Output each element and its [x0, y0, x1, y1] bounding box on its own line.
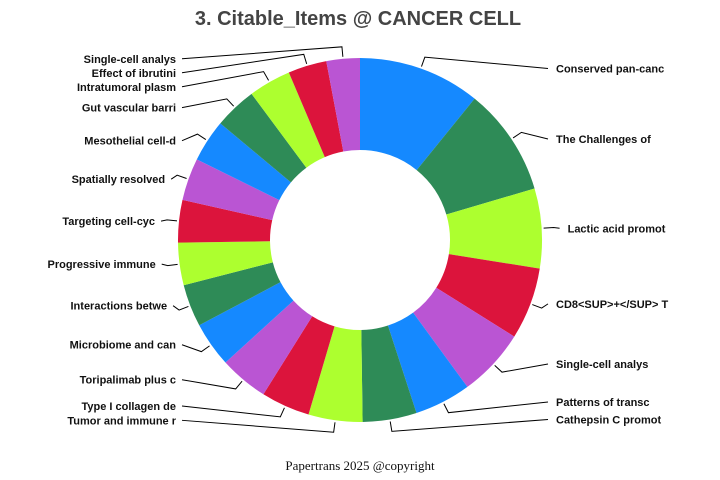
- donut-slice: [177, 199, 273, 243]
- leader-line: [170, 174, 187, 180]
- footer-copyright: Papertrans 2025 @copyright: [285, 458, 435, 473]
- slice-label: Type I collagen de: [81, 401, 176, 413]
- leader-lines-group: [160, 46, 560, 433]
- slice-label: Effect of ibrutini: [92, 68, 176, 80]
- slice-label: Intratumoral plasm: [77, 82, 176, 94]
- leader-line: [181, 46, 344, 60]
- slice-label: Lactic acid promot: [568, 223, 666, 235]
- leader-line: [181, 53, 308, 74]
- leader-line: [494, 363, 549, 373]
- leader-line: [512, 131, 549, 140]
- donut-slice: [446, 188, 543, 269]
- slice-label: Progressive immune: [47, 259, 155, 271]
- leader-line: [181, 344, 210, 353]
- slices-group: [177, 58, 543, 422]
- donut-slice: [220, 93, 307, 183]
- slice-label: Targeting cell-cyc: [62, 216, 155, 228]
- donut-slice: [361, 325, 417, 422]
- donut-slice: [436, 254, 540, 337]
- donut-slice: [326, 58, 360, 152]
- donut-slice: [360, 58, 475, 171]
- donut-slice: [178, 241, 273, 286]
- donut-slice: [387, 312, 468, 414]
- donut-slice: [183, 262, 281, 326]
- donut-slice: [225, 300, 313, 395]
- donut-slice: [308, 326, 363, 422]
- donut-slice: [182, 159, 280, 221]
- leader-line: [181, 98, 235, 109]
- slice-label: Spatially resolved: [72, 174, 166, 186]
- chart-title: 3. Citable_Items @ CANCER CELL: [195, 8, 521, 30]
- leader-line: [181, 419, 336, 433]
- slice-label: Microbiome and can: [70, 340, 177, 352]
- leader-line: [181, 71, 270, 88]
- leader-line: [389, 419, 549, 432]
- slice-label: Cathepsin C promot: [556, 415, 661, 427]
- donut-slice: [263, 316, 335, 415]
- donut-slice: [196, 123, 291, 201]
- leader-line: [181, 133, 207, 142]
- leader-line: [421, 56, 549, 69]
- leader-line: [161, 263, 178, 267]
- slice-label: CD8<SUP>+</SUP> T: [556, 299, 668, 311]
- slice-label: Mesothelial cell-d: [84, 136, 176, 148]
- leader-line: [160, 219, 178, 222]
- slice-label: Patterns of transc: [556, 397, 650, 409]
- leader-line: [172, 305, 189, 311]
- slice-label: Single-cell analys: [84, 54, 176, 66]
- donut-slice: [199, 282, 294, 363]
- slice-labels-group: Conserved pan-canc The Challenges of Lacti…: [47, 54, 668, 428]
- slice-label: Conserved pan-canc: [556, 63, 664, 75]
- leader-line: [532, 303, 549, 309]
- donut-slice: [288, 61, 344, 158]
- donut-slice: [251, 72, 325, 168]
- donut-slice: [413, 287, 515, 387]
- leader-line: [181, 379, 243, 390]
- donut-slice: [416, 98, 535, 215]
- slice-label: The Challenges of: [556, 134, 651, 146]
- slice-label: Toripalimab plus c: [80, 375, 176, 387]
- slice-label: Single-cell analys: [556, 359, 648, 371]
- slice-label: Tumor and immune r: [67, 415, 176, 427]
- slice-label: Interactions betwe: [71, 301, 168, 313]
- leader-line: [543, 226, 560, 229]
- slice-label: Gut vascular barri: [82, 103, 176, 115]
- leader-line: [181, 405, 285, 418]
- leader-line: [443, 401, 549, 414]
